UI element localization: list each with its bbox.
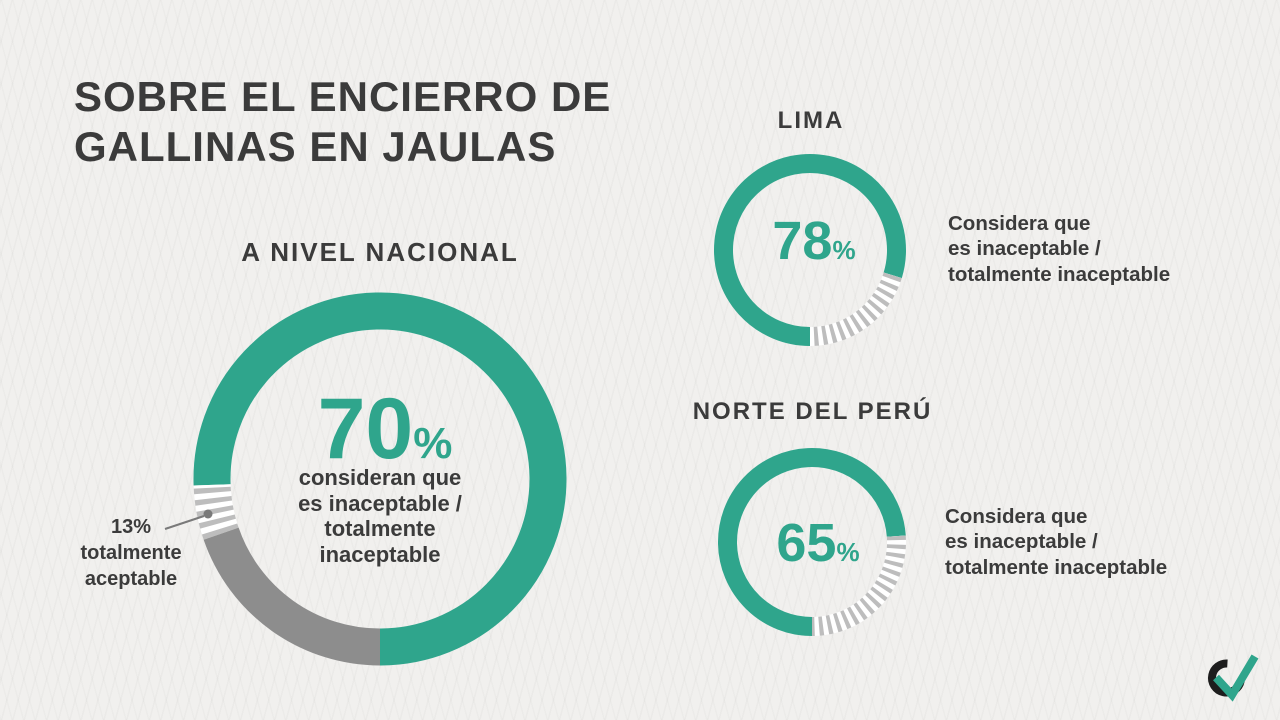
donut-segment-resto [809,272,902,346]
donut-segment-resto [203,527,381,666]
donut-chart-a-nivel-nacional [164,292,567,666]
donut-segment-resto [811,535,906,636]
brand-logo-icon [1208,654,1259,702]
donut-chart-lima [714,154,906,346]
donut-segment-inaceptable-totalmente-inaceptable [714,154,906,346]
section-label-norte: NORTE DEL PERÚ [692,398,933,425]
donut-value-unit: % [413,419,453,468]
donut-value-unit: % [832,235,856,265]
donut-value-number: 65 [776,513,837,573]
donut-segment-inaceptable-totalmente-inaceptable [193,292,567,666]
donut-value-unit: % [836,537,860,567]
callout-line [164,515,205,530]
donut-value-nacional: 70% [225,386,545,472]
donut-value-norte: 65% [737,516,899,570]
donut-segment-totalmente-aceptable [193,483,239,540]
callout-totalmente-aceptable: 13% totalmente aceptable [80,516,182,590]
donut-caption-nacional: consideran que es inaceptable / totalmen… [298,465,462,567]
donut-segment-inaceptable-totalmente-inaceptable [718,448,906,636]
donut-value-number: 70 [317,381,414,477]
donut-chart-norte-del-peru [718,448,906,636]
donut-caption-norte: Considera que es inaceptable / totalment… [945,505,1168,579]
donut-value-lima: 78% [733,214,895,268]
donut-value-number: 78 [772,211,833,271]
donut-caption-lima: Considera que es inaceptable / totalment… [948,212,1171,286]
logo-checkmark-icon [1213,654,1259,702]
page-title: SOBRE EL ENCIERRO DE GALLINAS EN JAULAS [74,73,612,170]
callout-dot [203,509,213,519]
section-label-nacional: A NIVEL NACIONAL [241,237,519,267]
section-label-lima: LIMA [777,107,845,134]
